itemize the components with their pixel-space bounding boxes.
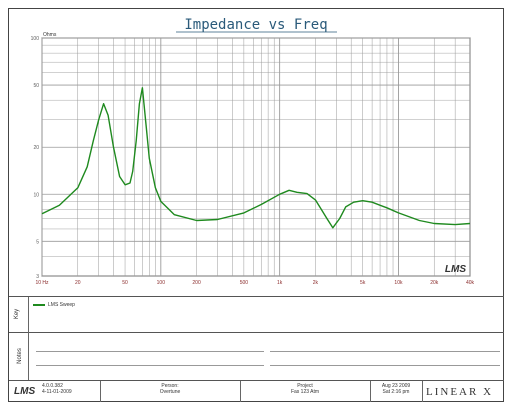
plot-logo: LMS [445, 264, 466, 275]
y-tick-label: 3 [36, 274, 39, 280]
y-tick-label: 50 [33, 83, 39, 89]
x-tick-label: 500 [240, 280, 249, 286]
footer-person: Person: Overtune [100, 383, 240, 402]
footer-separator [240, 381, 241, 402]
notes-side-label: Notes [9, 332, 29, 380]
footer-project: Project Fas 123 Atm [240, 383, 370, 402]
key-label: Key [14, 308, 21, 320]
footer-date: Aug 23 2009 Sat 2:16 pm [370, 383, 422, 402]
divider-footer-top [9, 380, 504, 381]
footer-project-label: Project [297, 383, 313, 389]
footer-date-value: Aug 23 2009 [381, 383, 411, 389]
footer-version-line: 4.0.0.382 [42, 383, 63, 389]
series-line-impedance [41, 87, 471, 229]
footer-version: 4.0.0.382 4-11-01-2009 [42, 383, 92, 402]
chart-title: Impedance vs Freq [184, 17, 327, 33]
plot-area [41, 37, 471, 277]
divider-key-top [9, 296, 504, 297]
legend-label: LMS Sweep [48, 302, 75, 308]
notes-line [36, 351, 264, 352]
footer-separator [100, 381, 101, 402]
legend-swatch [33, 304, 45, 306]
footer-version-line: 4-11-01-2009 [42, 389, 72, 395]
y-tick-label: 10 [33, 192, 39, 198]
footer-time-value: Sat 2:16 pm [382, 389, 410, 395]
y-tick-label: 100 [31, 36, 40, 42]
x-tick-label: 40k [466, 280, 475, 286]
y-tick-label: 5 [36, 239, 39, 245]
notes-line [270, 365, 500, 366]
x-tick-label: 20 [75, 280, 81, 286]
x-tick-label: 20k [430, 280, 439, 286]
chart-sheet [8, 8, 504, 402]
x-tick-label: 10k [394, 280, 403, 286]
footer-person-label: Person: [161, 383, 179, 389]
divider-notes-top [9, 332, 504, 333]
linearx-logo: LINEAR X [426, 386, 494, 398]
x-tick-label: 1k [277, 280, 283, 286]
notes-line [270, 351, 500, 352]
x-tick-label: 50 [122, 280, 128, 286]
x-tick-label: 100 [157, 280, 166, 286]
key-side-label: Key [9, 296, 29, 332]
footer-project-value: Fas 123 Atm [290, 389, 320, 395]
footer-separator [370, 381, 371, 402]
notes-line [36, 365, 264, 366]
x-tick-label: 200 [192, 280, 201, 286]
x-tick-label: 5k [360, 280, 366, 286]
notes-label: Notes [16, 348, 23, 364]
footer-separator [422, 381, 423, 402]
footer-brand-small: LMS [14, 386, 36, 397]
y-axis-label: Ohms [43, 32, 57, 38]
y-tick-label: 20 [33, 145, 39, 151]
legend-entry: LMS Sweep [33, 301, 75, 309]
footer-person-value: Overtune [159, 389, 181, 395]
x-tick-label: 2k [313, 280, 319, 286]
x-tick-label: 10 Hz [35, 280, 49, 286]
